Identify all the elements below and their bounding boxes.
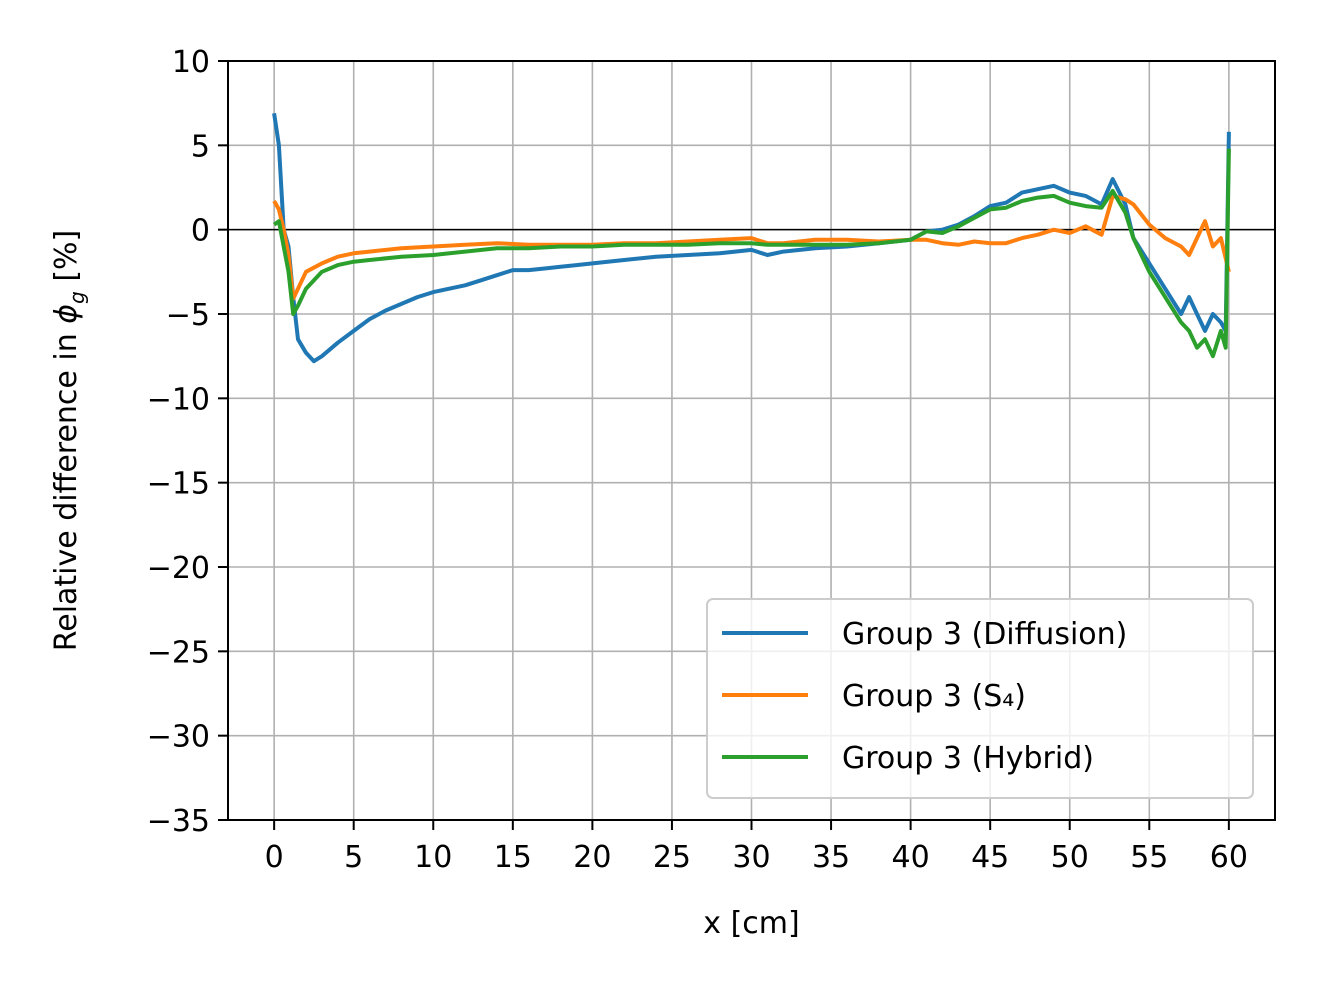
x-tick-label-12: 60	[1210, 840, 1248, 875]
x-tick-label-1: 5	[344, 840, 363, 875]
y-tick-label-5: −15	[147, 467, 210, 502]
series-group	[272, 113, 1231, 364]
y-axis-label-subscript: g	[65, 291, 89, 304]
y-tick-label-0: 10	[172, 45, 210, 80]
x-tick-label-11: 55	[1130, 840, 1168, 875]
x-axis-label: x [cm]	[703, 906, 799, 941]
y-tick-label-4: −10	[147, 382, 210, 417]
x-tick-label-0: 0	[265, 840, 284, 875]
y-axis-label: Relative difference in ϕg [%]	[49, 230, 89, 652]
x-tick-label-10: 50	[1051, 840, 1089, 875]
y-tick-label-8: −30	[147, 720, 210, 755]
y-axis-label-symbol: ϕ	[49, 304, 84, 324]
x-tick-label-7: 35	[812, 840, 850, 875]
series-line-3	[272, 148, 1231, 359]
y-tick-label-9: −35	[147, 804, 210, 839]
legend-label-3: Group 3 (Hybrid)	[842, 741, 1094, 776]
y-tick-label-7: −25	[147, 635, 210, 670]
x-tick-label-4: 20	[573, 840, 611, 875]
legend-label-2: Group 3 (S₄)	[842, 679, 1026, 714]
legend: Group 3 (Diffusion) Group 3 (S₄) Group 3 (…	[706, 598, 1254, 799]
legend-label-1: Group 3 (Diffusion)	[842, 617, 1127, 652]
y-axis-label-prefix: Relative difference in	[49, 324, 84, 652]
x-tick-label-8: 40	[892, 840, 930, 875]
series-line-2	[272, 193, 1231, 301]
y-tick-label-3: −5	[166, 298, 210, 333]
legend-box	[706, 598, 1254, 799]
y-tick-label-2: 0	[191, 214, 210, 249]
x-tick-label-5: 25	[653, 840, 691, 875]
x-tick-label-2: 10	[414, 840, 452, 875]
y-axis-ticks: 10 5 0 −5 −10 −15 −20 −25 −30 −35	[147, 45, 228, 839]
y-tick-label-1: 5	[191, 129, 210, 164]
x-axis-ticks: 0 5 10 15 20 25 30 35 40 45 50 55 60	[265, 820, 1248, 875]
x-tick-label-9: 45	[971, 840, 1009, 875]
y-axis-label-suffix: [%]	[49, 230, 84, 291]
x-tick-label-6: 30	[732, 840, 770, 875]
y-tick-label-6: −20	[147, 551, 210, 586]
x-tick-label-3: 15	[494, 840, 532, 875]
